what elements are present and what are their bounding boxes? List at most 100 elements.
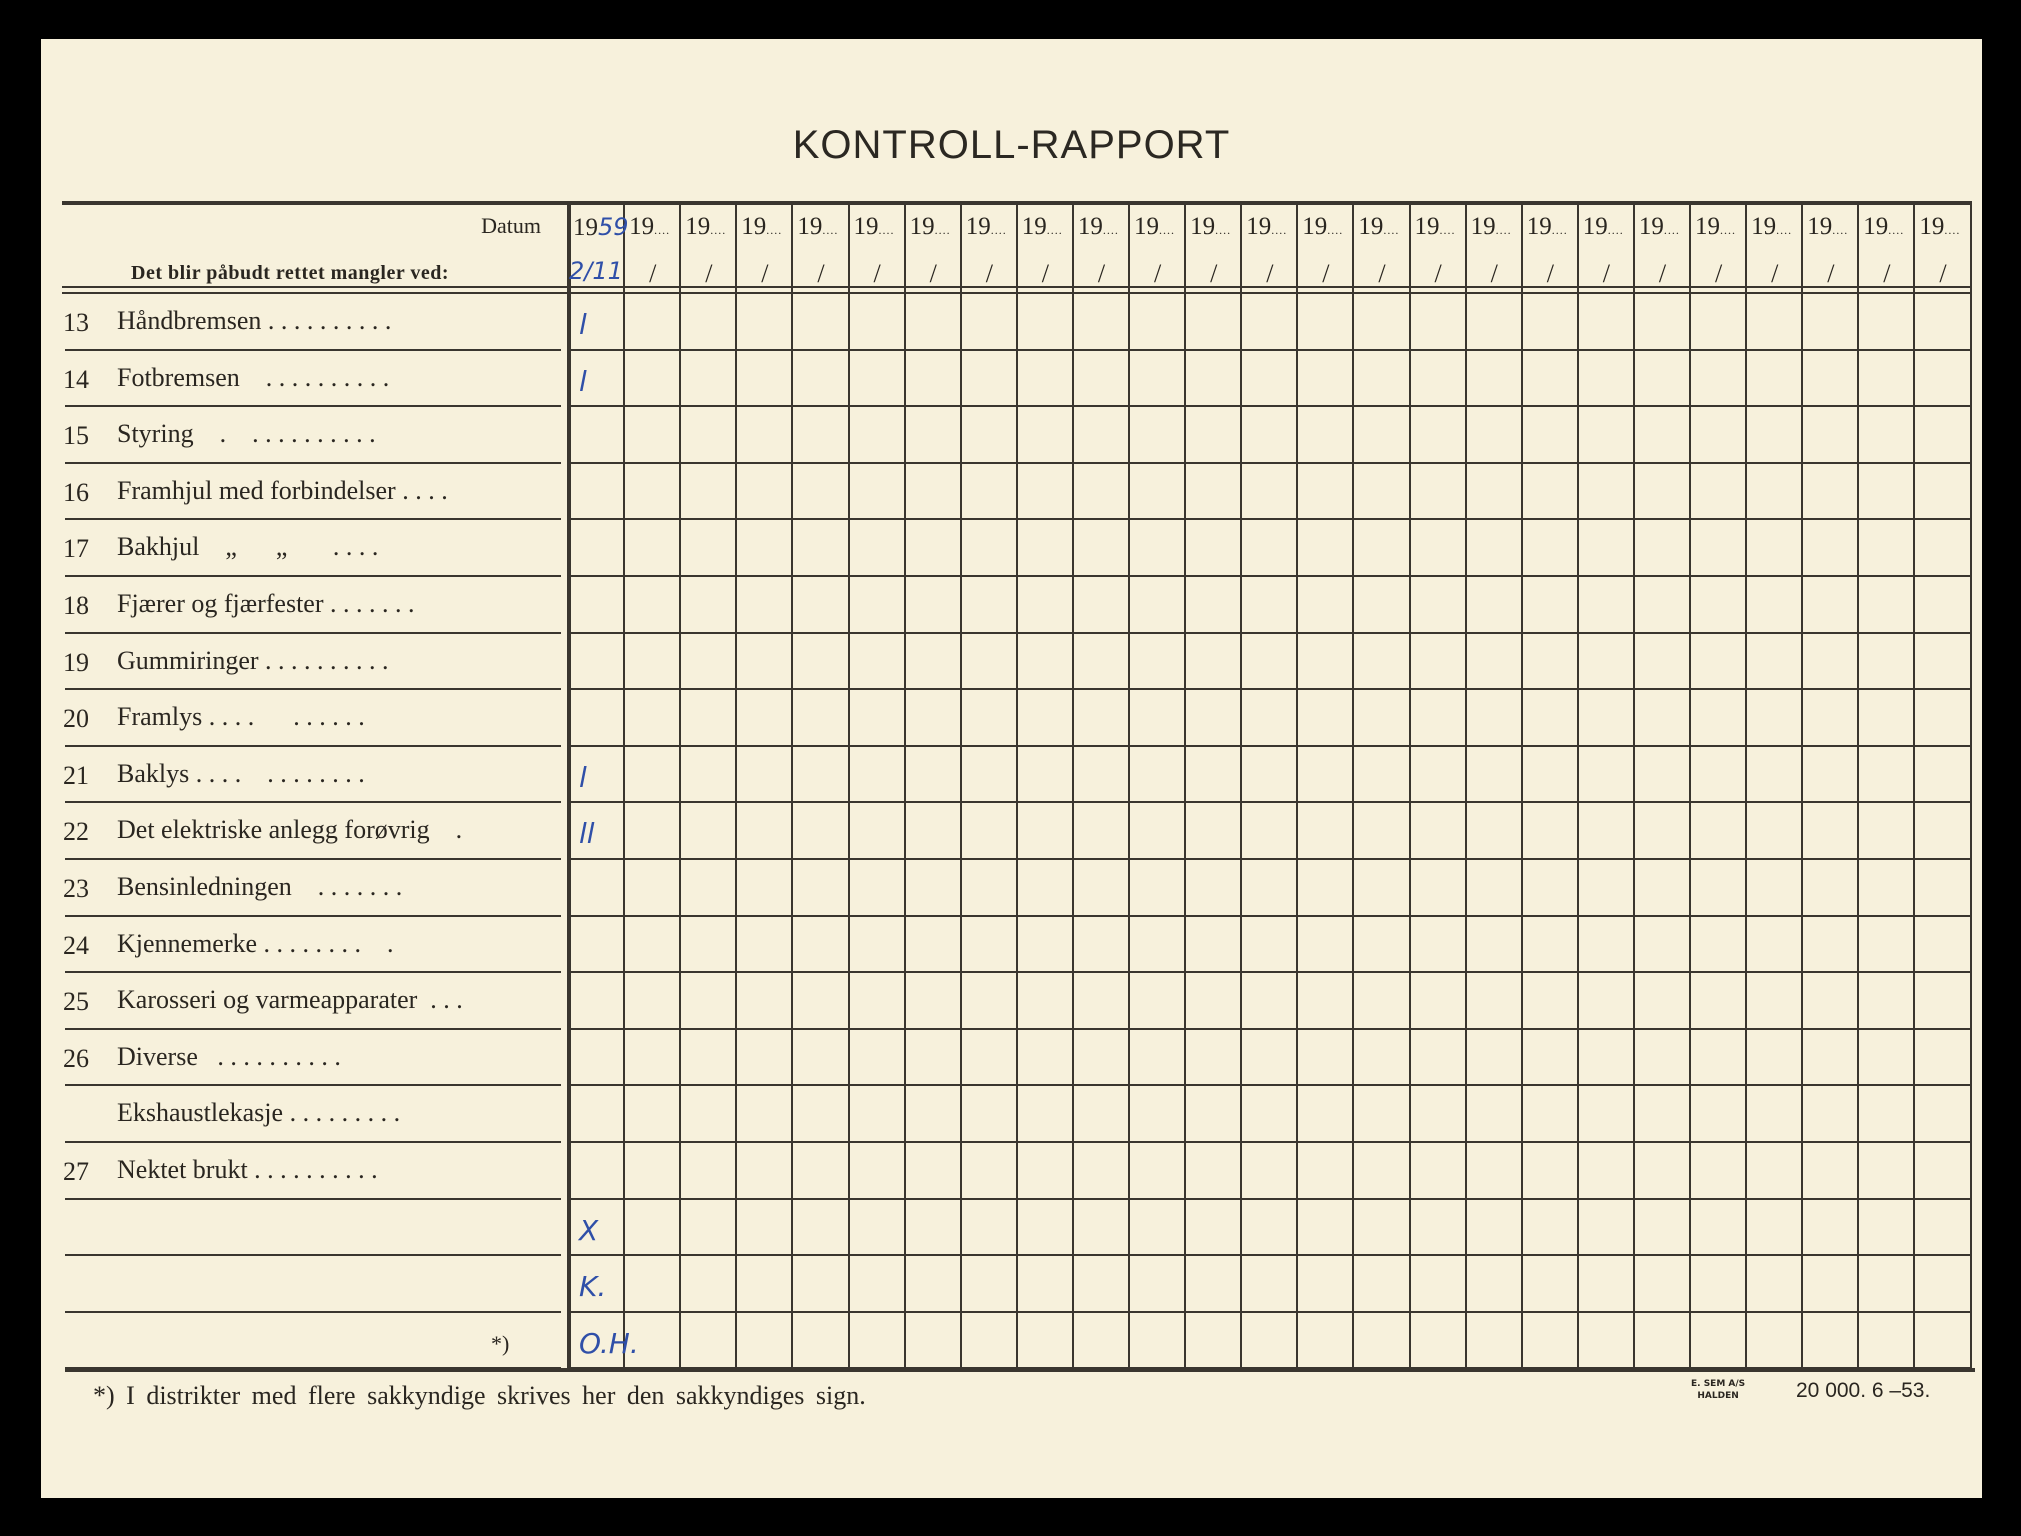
year-cell: 19....: [1077, 213, 1119, 240]
grid-column-line: [1913, 205, 1916, 1370]
row-rule: [65, 631, 561, 634]
printer-line1: E. SEM A/S: [1691, 1379, 1746, 1389]
year-cell: 19....: [1582, 213, 1624, 240]
year-cell: 19....: [797, 213, 839, 240]
year-cell: 19....: [909, 213, 951, 240]
grid-row-line: [571, 1027, 1972, 1030]
year-cell: 19....: [1021, 213, 1063, 240]
grid-column-line: [1352, 205, 1355, 1370]
year-cell: 19....: [1919, 213, 1961, 240]
date-separator: /: [1602, 259, 1611, 288]
row-number: 27: [63, 1157, 89, 1186]
grid-column-line: [1408, 205, 1411, 1370]
row-label-23: Bensinledningen . . . . . . .: [117, 872, 403, 901]
year-cell: 19....: [1638, 213, 1680, 240]
row-label-16: Framhjul med forbindelser . . . .: [117, 475, 448, 505]
year-cell: 19....: [1526, 213, 1568, 240]
grid-column-line: [1632, 205, 1635, 1370]
grid-column-line: [1128, 205, 1130, 1370]
date-separator: /: [1266, 259, 1274, 288]
row-label-26: Diverse . . . . . . . . . .: [117, 1041, 341, 1071]
bottom-rule: [65, 1368, 1975, 1373]
row-label-24: Kjennemerke . . . . . . . . .: [117, 928, 394, 958]
grid-row-line: [571, 1254, 1972, 1257]
date-separator: /: [1827, 259, 1835, 288]
row-rule: [65, 575, 561, 577]
year-cell: 19....: [965, 213, 1007, 240]
date-separator: /: [1715, 259, 1723, 288]
row-number: 17: [63, 534, 89, 564]
grid-column-line: [623, 205, 626, 1370]
grid-column-line: [1801, 205, 1804, 1370]
grid-row-line: [571, 348, 1972, 351]
row-label-14: Fotbremsen . . . . . . . . . .: [117, 362, 390, 392]
grid-left-border: [567, 205, 571, 1370]
grid-row-line: [571, 575, 1972, 577]
row-rule: [65, 914, 561, 917]
grid-row-line: [571, 688, 1972, 691]
grid-row-line: [571, 1197, 1972, 1200]
year-cell: 1959: [573, 213, 629, 241]
grid-column-line: [1689, 205, 1691, 1370]
grid-row-line: [571, 518, 1972, 521]
row-rule: [65, 858, 561, 860]
row-label-13: Håndbremsen . . . . . . . . . .: [117, 306, 392, 335]
handwritten-mark: l: [579, 760, 587, 794]
date-separator: /: [1154, 259, 1162, 288]
grid-column-line: [1184, 205, 1187, 1370]
row-label-21: Baklys . . . . . . . . . . . .: [117, 758, 365, 788]
row-number: 23: [63, 874, 89, 903]
row-rule: [65, 518, 561, 521]
grid-column-line: [1520, 205, 1523, 1370]
year-cell: 19....: [1190, 213, 1232, 240]
date-separator: /: [1434, 259, 1442, 288]
row-rule: [65, 1254, 561, 1257]
date-separator: /: [1322, 259, 1330, 288]
signature-marker: *): [491, 1331, 510, 1356]
grid-column-line: [1015, 205, 1018, 1370]
grid-column-line: [847, 205, 850, 1370]
date-separator: /: [1883, 259, 1891, 288]
grid-column-line: [1071, 205, 1074, 1370]
grid-row-line: [571, 1141, 1972, 1143]
row-rule: [65, 1197, 561, 1200]
year-cell: 19....: [685, 213, 727, 240]
row-label-17: Bakhjul „ „ . . . .: [117, 532, 379, 562]
row-rule: [65, 348, 561, 351]
year-cell: 19....: [1863, 213, 1905, 240]
grid-column-line: [679, 205, 682, 1370]
year-cell: 19....: [1134, 213, 1175, 240]
date-separator: /: [649, 259, 657, 288]
date-separator: /: [929, 259, 937, 288]
row-number: 22: [63, 817, 89, 847]
handwritten-mark: O.H.: [579, 1326, 639, 1360]
row-rule: [65, 971, 561, 974]
row-label-19: Gummiringer . . . . . . . . . .: [117, 645, 389, 675]
printer-mark: E. SEM A/S HALDEN: [1691, 1378, 1745, 1402]
date-separator: /: [1939, 259, 1947, 288]
row-number: 26: [63, 1043, 89, 1073]
row-number: 14: [63, 364, 89, 394]
grid-row-line: [571, 405, 1972, 408]
row-label-25: Karosseri og varmeapparater . . .: [117, 985, 463, 1015]
date-separator: /: [1041, 259, 1050, 288]
date-separator: /: [1490, 259, 1498, 288]
handwritten-mark: K.: [579, 1270, 607, 1304]
year-cell: 19....: [1695, 213, 1736, 240]
grid-column-line: [1969, 205, 1972, 1370]
row-label-27: Nektet brukt . . . . . . . . . .: [117, 1155, 378, 1184]
handwritten-date: 2/11: [569, 257, 623, 285]
top-rule: [62, 201, 1972, 205]
row-number: 15: [63, 421, 89, 451]
handwritten-year: 59: [598, 213, 629, 241]
grid-row-line: [571, 631, 1972, 634]
year-cell: 19....: [741, 213, 783, 240]
year-cell: 19....: [629, 213, 671, 240]
handwritten-mark: l: [579, 308, 587, 341]
row-rule: [65, 1141, 561, 1143]
handwritten-mark: l: [579, 364, 587, 398]
grid-column-line: [791, 205, 794, 1370]
page-title: KONTROLL-RAPPORT: [792, 123, 1231, 167]
row-number: 25: [63, 987, 89, 1017]
grid-row-line: [571, 461, 1972, 464]
